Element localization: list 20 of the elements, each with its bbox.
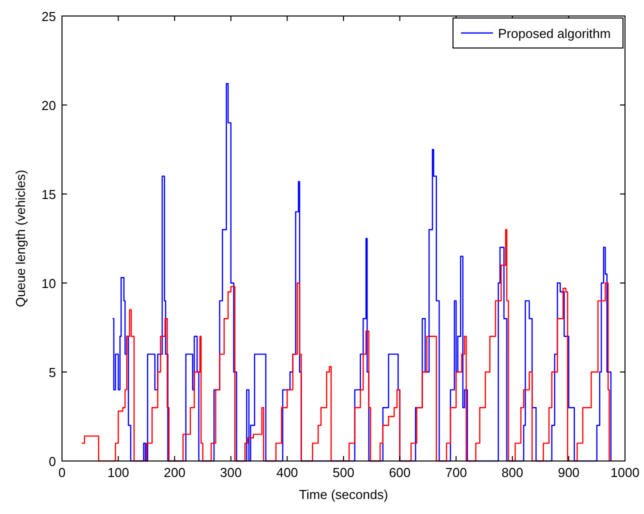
y-tick-label: 20 [42, 98, 56, 113]
legend-label: Proposed algorithm [498, 26, 611, 41]
y-tick-label: 0 [48, 454, 56, 469]
x-tick-label: 800 [502, 465, 524, 480]
x-axis-title: Time (seconds) [298, 487, 388, 502]
x-tick-label: 400 [276, 465, 298, 480]
y-tick-label: 5 [48, 365, 56, 380]
x-tick-label: 600 [388, 465, 411, 480]
x-tick-label: 700 [445, 465, 467, 480]
x-tick-label: 0 [58, 465, 66, 480]
x-tick-label: 1000 [610, 465, 640, 480]
x-tick-label: 100 [107, 465, 130, 480]
x-tick-label: 300 [220, 465, 242, 480]
y-tick-label: 15 [42, 187, 56, 202]
x-tick-label: 200 [164, 465, 186, 480]
y-tick-label: 25 [42, 9, 56, 24]
x-tick-label: 900 [558, 465, 580, 480]
y-tick-label: 10 [42, 276, 56, 291]
y-axis-title: Queue length (vehicles) [13, 170, 28, 308]
x-tick-label: 500 [332, 465, 354, 480]
